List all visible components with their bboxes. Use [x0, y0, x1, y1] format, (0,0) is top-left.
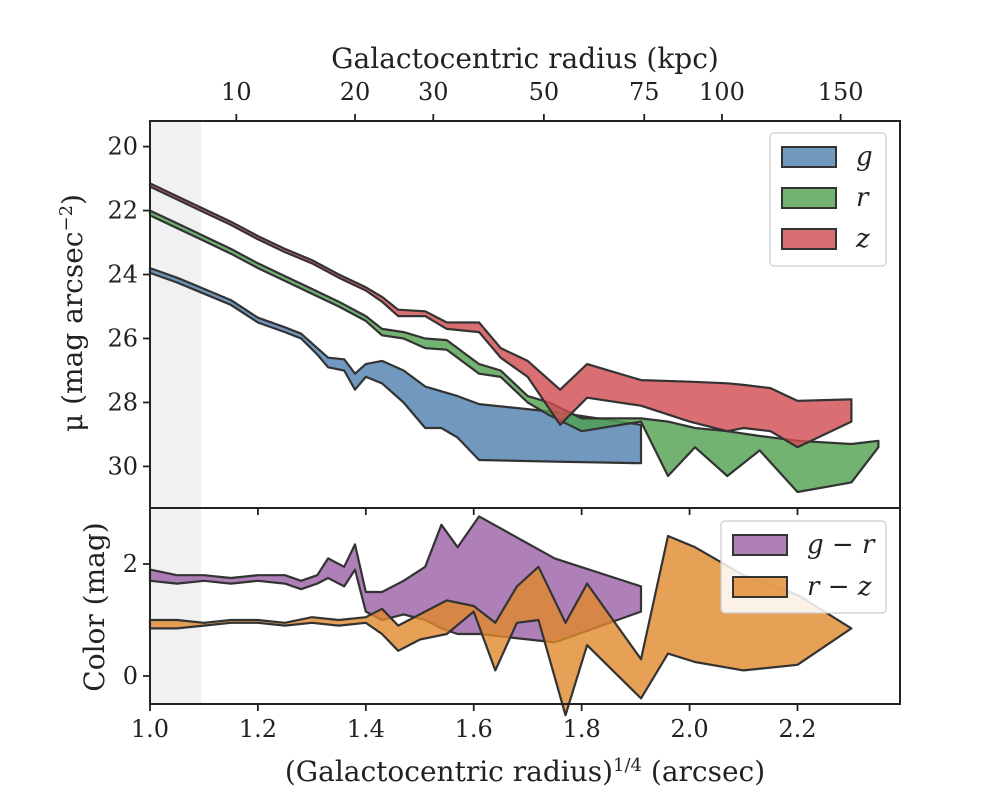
series-band-1: [148, 534, 853, 717]
x-tick-label: 1.8: [563, 715, 601, 743]
x-tick-label: 2.0: [670, 715, 708, 743]
top-tick-label: 30: [418, 78, 449, 106]
surface-brightness-panel: 20 22 24 26 28 30 10 20 30 50 75 100 150 grz: [107, 78, 901, 515]
top-tick-label: 50: [529, 78, 560, 106]
y-tick-label: 30: [107, 452, 138, 480]
color-y-axis-title: Color (mag): [78, 522, 111, 691]
top-tick-label: 75: [629, 78, 660, 106]
y-tick-label: 20: [107, 133, 138, 161]
legend-label: r: [856, 183, 870, 213]
plot-frame: [149, 507, 901, 705]
psf-shaded-region: [150, 508, 202, 704]
legend-label: z: [855, 224, 870, 254]
x-tick-label: 2.2: [778, 715, 816, 743]
psf-shaded-region: [150, 121, 202, 508]
axis-labels: Galactocentric radius (kpc) (Galactocent…: [56, 42, 766, 788]
top-tick-label: 10: [221, 78, 252, 106]
x-tick-label: 1.6: [455, 715, 493, 743]
top-axis-title: Galactocentric radius (kpc): [331, 42, 719, 75]
series-band-2: [148, 182, 853, 449]
legend-swatch: [781, 187, 837, 209]
y-tick-label: 26: [107, 324, 138, 352]
top-tick-label: 20: [340, 78, 371, 106]
y-tick-label: 0: [123, 662, 138, 690]
legend-label: r − z: [807, 572, 872, 602]
legend-swatch: [781, 228, 837, 250]
x-axis-title: (Galactocentric radius)1/4 (arcsec): [285, 755, 765, 789]
legend-label: g − r: [807, 530, 876, 560]
top-tick-label: 100: [699, 78, 745, 106]
y-axis-title: μ (mag arcsec−2): [56, 194, 90, 432]
series-band-0: [148, 267, 643, 465]
y-tick-label: 2: [123, 550, 138, 578]
legend-label: g: [856, 142, 873, 172]
legend-swatch: [732, 534, 788, 556]
legend-swatch: [781, 146, 837, 168]
color-panel: 0 2 1.0 1.2 1.4 1.6 1.8 2.0 2.2 g − r r − z: [123, 507, 901, 743]
legend-swatch: [732, 576, 788, 598]
y-tick-label: 24: [107, 261, 138, 289]
top-tick-label: 150: [818, 78, 864, 106]
y-tick-label: 22: [107, 197, 138, 225]
y-tick-label: 28: [107, 388, 138, 416]
x-tick-label: 1.0: [131, 715, 169, 743]
series-band-1: [148, 209, 880, 494]
x-tick-label: 1.4: [347, 715, 385, 743]
x-tick-label: 1.2: [239, 715, 277, 743]
